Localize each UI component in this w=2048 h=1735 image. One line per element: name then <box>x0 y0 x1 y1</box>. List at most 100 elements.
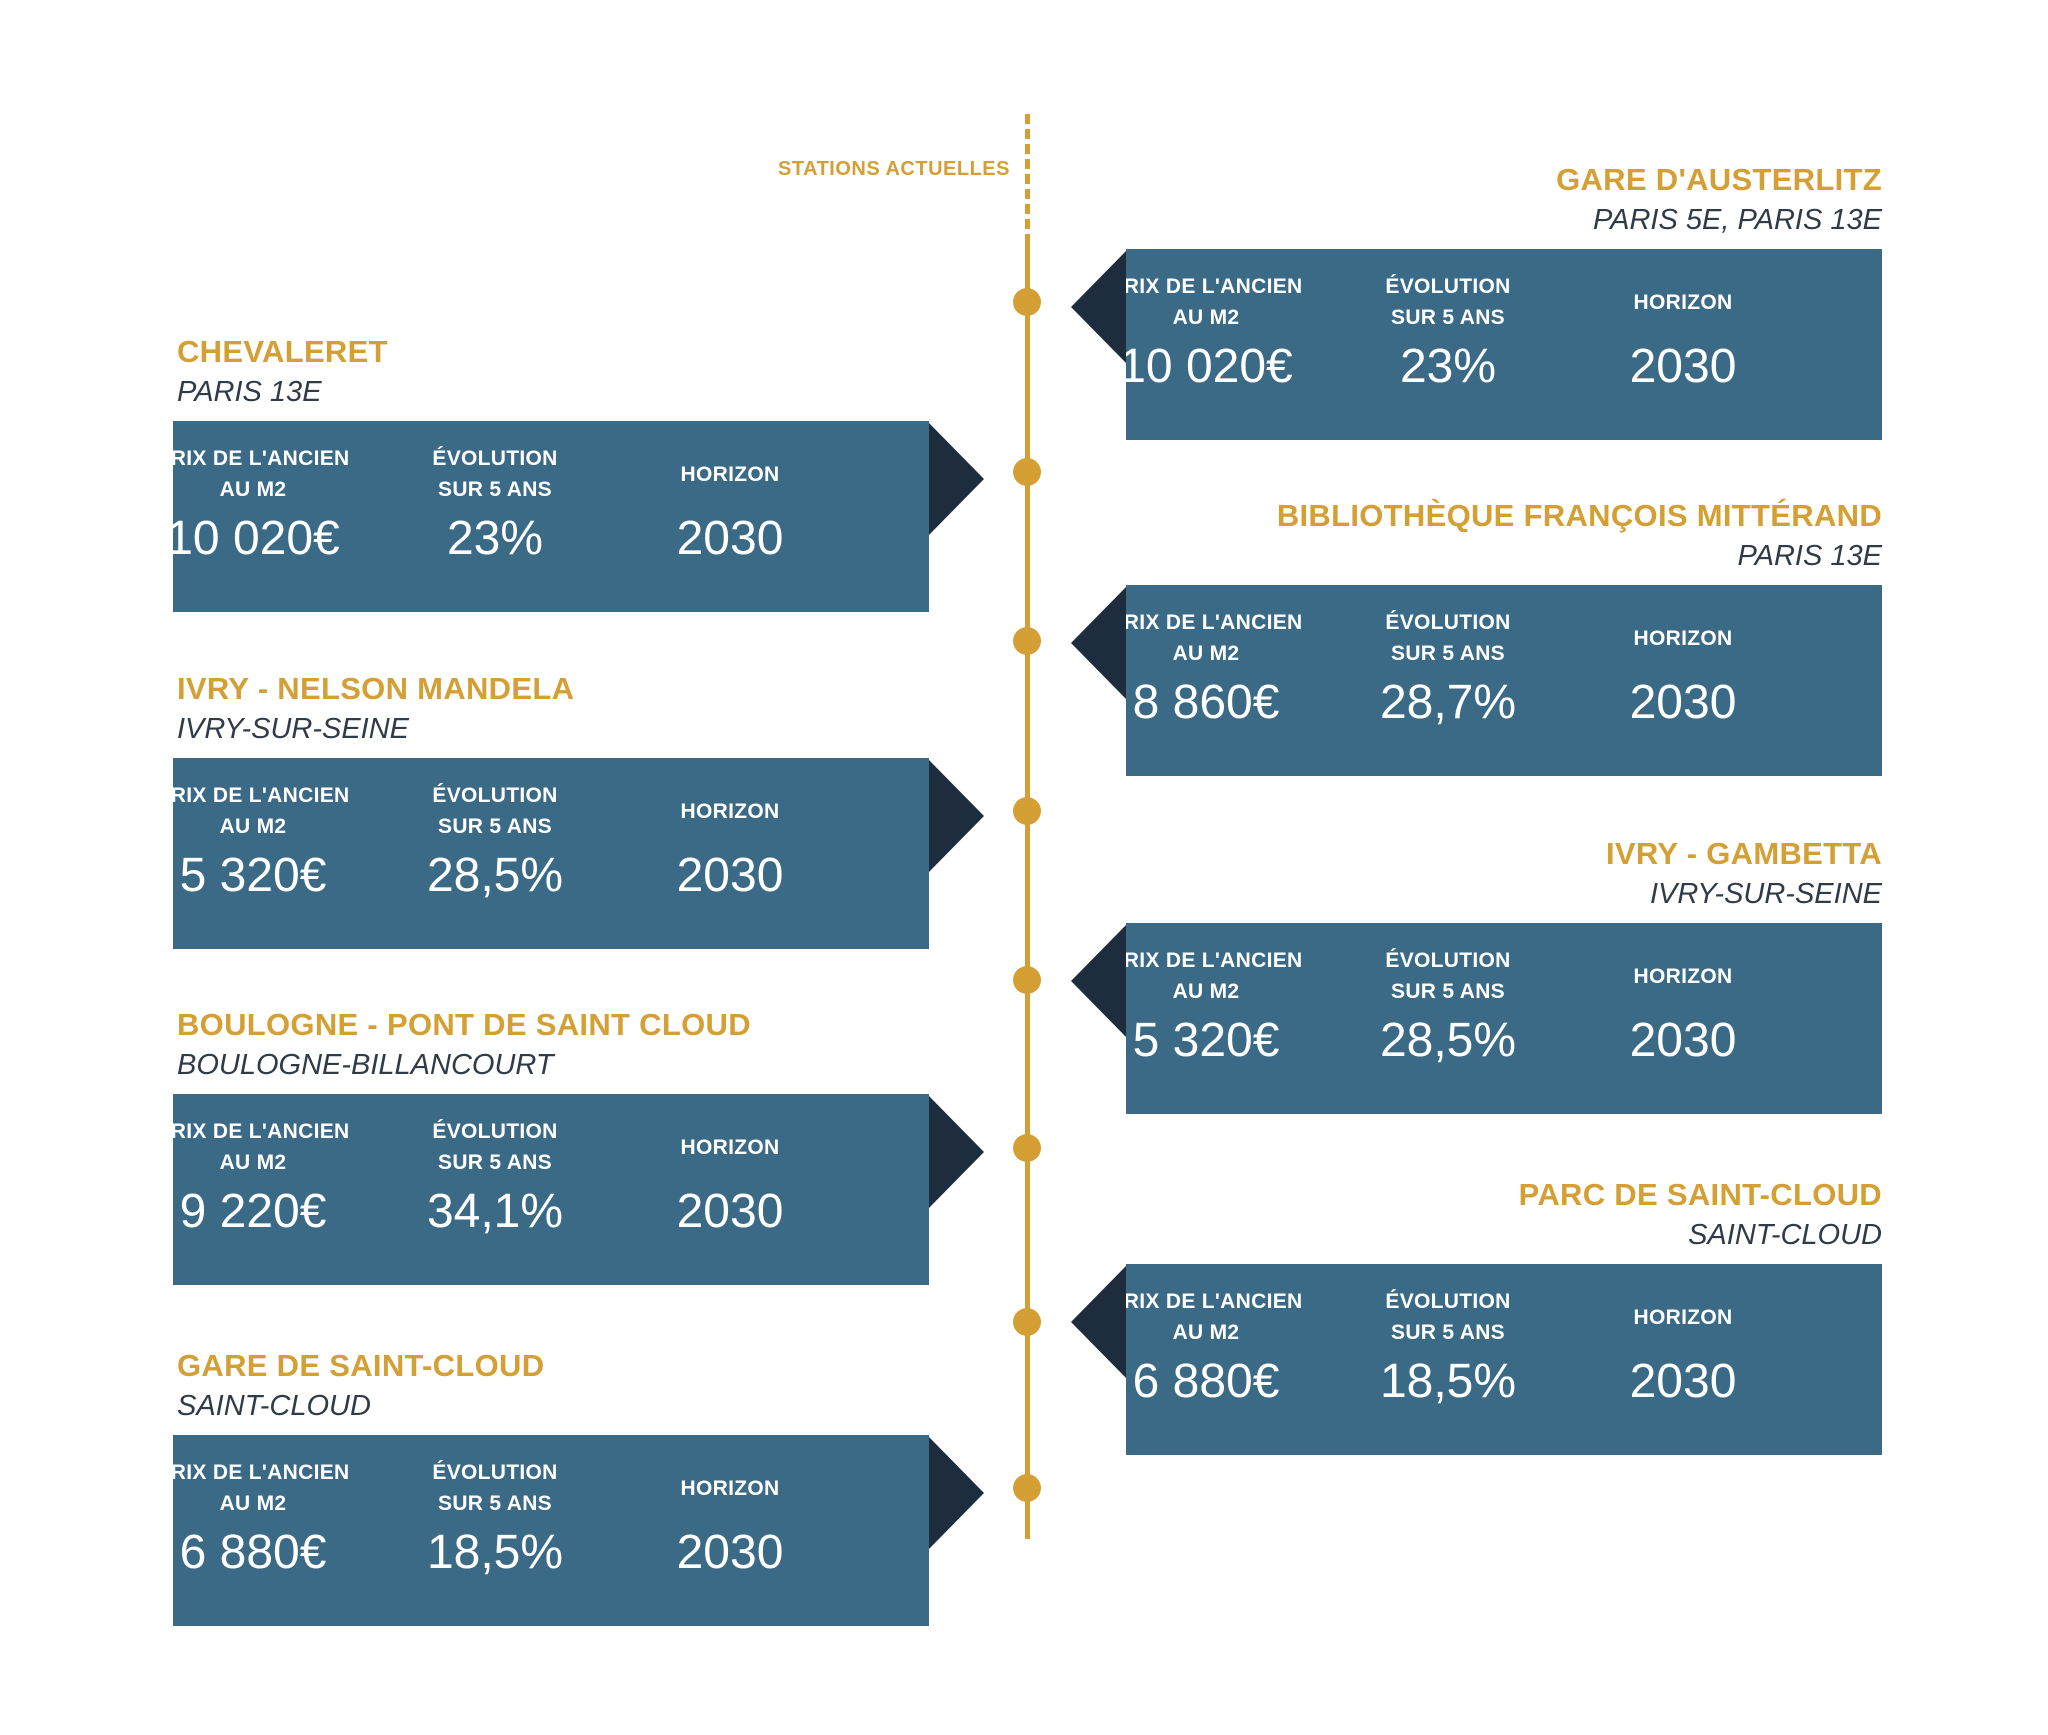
horizon-header: HORIZON <box>680 799 780 823</box>
timeline-label: STATIONS ACTUELLES <box>778 158 1010 180</box>
station-location: PARIS 5E, PARIS 13E <box>1592 204 1882 236</box>
timeline-dot <box>1013 966 1041 994</box>
evolution-value: 18,5% <box>1379 1355 1517 1408</box>
horizon-value: 2030 <box>1629 1355 1737 1408</box>
evolution-value: 23% <box>446 512 544 565</box>
price-column: PRIX DE L'ANCIEN AU M2 10 020€ <box>133 443 373 569</box>
price-value: 5 320€ <box>179 849 327 902</box>
horizon-value: 2030 <box>1629 676 1737 729</box>
station-location: SAINT-CLOUD <box>1688 1219 1882 1251</box>
price-column: PRIX DE L'ANCIEN AU M2 6 880€ <box>133 1457 373 1583</box>
horizon-column: HORIZON 2030 <box>610 780 850 906</box>
station-location: SAINT-CLOUD <box>177 1390 371 1422</box>
price-header: PRIX DE L'ANCIEN AU M2 <box>156 1461 350 1515</box>
station-name: GARE D'AUSTERLITZ <box>1556 162 1882 197</box>
horizon-value: 2030 <box>1629 1014 1737 1067</box>
horizon-header: HORIZON <box>1633 964 1733 988</box>
price-header: PRIX DE L'ANCIEN AU M2 <box>156 447 350 501</box>
price-header: PRIX DE L'ANCIEN AU M2 <box>1109 1290 1303 1344</box>
card-pointer-arrow <box>929 1096 984 1208</box>
evolution-value: 23% <box>1399 340 1497 393</box>
evolution-header: ÉVOLUTION SUR 5 ANS <box>1385 275 1511 329</box>
horizon-header: HORIZON <box>1633 626 1733 650</box>
evolution-header: ÉVOLUTION SUR 5 ANS <box>1385 1290 1511 1344</box>
evolution-header: ÉVOLUTION SUR 5 ANS <box>1385 611 1511 665</box>
station-card-left: PRIX DE L'ANCIEN AU M2 5 320€ ÉVOLUTION SU… <box>157 758 929 949</box>
horizon-header: HORIZON <box>680 1135 780 1159</box>
horizon-value: 2030 <box>676 1526 784 1579</box>
timeline-dot <box>1013 797 1041 825</box>
station-card-left: PRIX DE L'ANCIEN AU M2 6 880€ ÉVOLUTION SU… <box>157 1435 929 1626</box>
station-name: GARE DE SAINT-CLOUD <box>177 1348 545 1383</box>
price-column: PRIX DE L'ANCIEN AU M2 6 880€ <box>1086 1286 1326 1412</box>
station-card-right: PRIX DE L'ANCIEN AU M2 8 860€ ÉVOLUTION SU… <box>1110 585 1882 776</box>
horizon-header: HORIZON <box>1633 290 1733 314</box>
station-name: CHEVALERET <box>177 334 388 369</box>
station-card-right: PRIX DE L'ANCIEN AU M2 6 880€ ÉVOLUTION SU… <box>1110 1264 1882 1455</box>
station-location: PARIS 13E <box>1737 540 1882 572</box>
station-location: PARIS 13E <box>177 376 322 408</box>
price-column: PRIX DE L'ANCIEN AU M2 5 320€ <box>133 780 373 906</box>
station-name: IVRY - NELSON MANDELA <box>177 671 575 706</box>
card-pointer-arrow <box>929 423 984 535</box>
price-value: 9 220€ <box>179 1185 327 1238</box>
evolution-header: ÉVOLUTION SUR 5 ANS <box>432 447 558 501</box>
horizon-header: HORIZON <box>680 1476 780 1500</box>
card-pointer-arrow <box>929 1437 984 1549</box>
price-value: 5 320€ <box>1132 1014 1280 1067</box>
evolution-header: ÉVOLUTION SUR 5 ANS <box>432 1120 558 1174</box>
horizon-value: 2030 <box>676 849 784 902</box>
horizon-column: HORIZON 2030 <box>1563 607 1803 733</box>
horizon-header: HORIZON <box>680 462 780 486</box>
station-card-left: PRIX DE L'ANCIEN AU M2 10 020€ ÉVOLUTION S… <box>157 421 929 612</box>
horizon-header: HORIZON <box>1633 1305 1733 1329</box>
price-value: 8 860€ <box>1132 676 1280 729</box>
timeline-dot <box>1013 1134 1041 1162</box>
evolution-header: ÉVOLUTION SUR 5 ANS <box>432 1461 558 1515</box>
station-location: BOULOGNE-BILLANCOURT <box>177 1049 554 1081</box>
card-pointer-arrow <box>1071 251 1126 363</box>
station-name: BOULOGNE - PONT DE SAINT CLOUD <box>177 1007 751 1042</box>
evolution-value: 18,5% <box>426 1526 564 1579</box>
evolution-column: ÉVOLUTION SUR 5 ANS 18,5% <box>1328 1286 1568 1412</box>
station-card-right: PRIX DE L'ANCIEN AU M2 10 020€ ÉVOLUTION S… <box>1110 249 1882 440</box>
evolution-column: ÉVOLUTION SUR 5 ANS 28,5% <box>1328 945 1568 1071</box>
price-column: PRIX DE L'ANCIEN AU M2 9 220€ <box>133 1116 373 1242</box>
station-location: IVRY-SUR-SEINE <box>177 713 410 745</box>
station-card-left: PRIX DE L'ANCIEN AU M2 9 220€ ÉVOLUTION SU… <box>157 1094 929 1285</box>
evolution-column: ÉVOLUTION SUR 5 ANS 28,5% <box>375 780 615 906</box>
horizon-value: 2030 <box>676 512 784 565</box>
evolution-column: ÉVOLUTION SUR 5 ANS 23% <box>1328 271 1568 397</box>
timeline-dot <box>1013 1474 1041 1502</box>
card-pointer-arrow <box>1071 1266 1126 1378</box>
price-value: 6 880€ <box>1132 1355 1280 1408</box>
price-header: PRIX DE L'ANCIEN AU M2 <box>156 1120 350 1174</box>
evolution-value: 34,1% <box>426 1185 564 1238</box>
evolution-header: ÉVOLUTION SUR 5 ANS <box>1385 949 1511 1003</box>
horizon-column: HORIZON 2030 <box>610 1457 850 1583</box>
timeline-dashed-segment <box>1025 114 1030 244</box>
horizon-column: HORIZON 2030 <box>1563 945 1803 1071</box>
station-name: BIBLIOTHÈQUE FRANÇOIS MITTÉRAND <box>1276 498 1882 533</box>
horizon-column: HORIZON 2030 <box>610 443 850 569</box>
horizon-value: 2030 <box>676 1185 784 1238</box>
timeline-dot <box>1013 288 1041 316</box>
card-pointer-arrow <box>1071 925 1126 1037</box>
evolution-value: 28,7% <box>1379 676 1517 729</box>
station-name: IVRY - GAMBETTA <box>1605 836 1882 871</box>
station-location: IVRY-SUR-SEINE <box>1649 878 1882 910</box>
price-value: 6 880€ <box>179 1526 327 1579</box>
timeline-dot <box>1013 1308 1041 1336</box>
evolution-column: ÉVOLUTION SUR 5 ANS 18,5% <box>375 1457 615 1583</box>
timeline-line <box>1025 244 1030 1539</box>
evolution-value: 28,5% <box>1379 1014 1517 1067</box>
card-pointer-arrow <box>929 760 984 872</box>
horizon-column: HORIZON 2030 <box>610 1116 850 1242</box>
price-header: PRIX DE L'ANCIEN AU M2 <box>156 784 350 838</box>
station-card-right: PRIX DE L'ANCIEN AU M2 5 320€ ÉVOLUTION SU… <box>1110 923 1882 1114</box>
evolution-column: ÉVOLUTION SUR 5 ANS 34,1% <box>375 1116 615 1242</box>
evolution-value: 28,5% <box>426 849 564 902</box>
horizon-value: 2030 <box>1629 340 1737 393</box>
evolution-column: ÉVOLUTION SUR 5 ANS 28,7% <box>1328 607 1568 733</box>
price-value: 10 020€ <box>1119 340 1293 393</box>
